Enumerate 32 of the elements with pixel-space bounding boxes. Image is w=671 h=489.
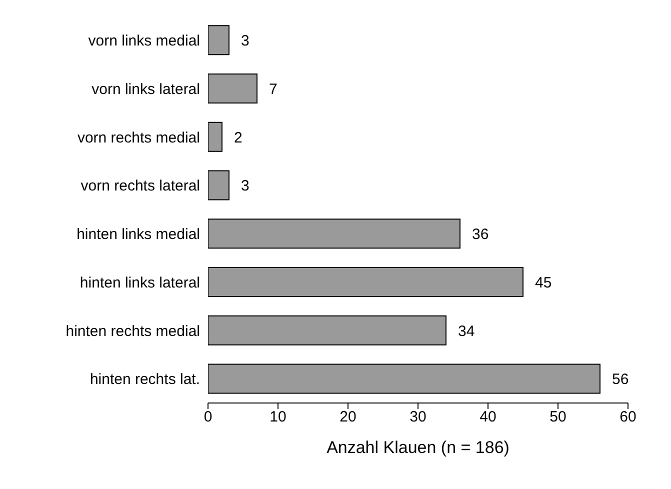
x-tick-label: 10 (270, 408, 286, 426)
x-axis-title: Anzahl Klauen (n = 186) (326, 438, 510, 457)
bar (208, 218, 460, 249)
x-tick-label: 0 (204, 408, 212, 426)
data-label: 36 (472, 226, 489, 243)
data-label: 45 (535, 274, 552, 292)
bar (208, 170, 230, 200)
data-label: 3 (241, 32, 250, 50)
bar (208, 315, 446, 346)
x-tick-label: 60 (620, 408, 636, 426)
data-label: 56 (612, 371, 629, 388)
y-tick-label: hinten rechts lat. (90, 371, 200, 388)
y-tick-label: hinten rechts medial (66, 322, 200, 340)
data-label: 7 (269, 80, 278, 98)
x-tick-label: 30 (410, 408, 426, 426)
y-tick-label: vorn rechts lateral (80, 178, 200, 195)
y-tick-label: hinten links lateral (80, 274, 200, 292)
bar (208, 267, 524, 298)
bar (208, 364, 600, 394)
data-label: 3 (241, 178, 250, 195)
y-tick-label: vorn links lateral (92, 80, 200, 98)
data-label: 2 (234, 129, 242, 146)
bar (208, 25, 230, 56)
y-tick-label: vorn rechts medial (77, 129, 200, 146)
x-tick-label: 40 (480, 408, 496, 426)
y-tick-label: hinten links medial (76, 226, 200, 244)
x-tick-label: 50 (550, 408, 566, 426)
y-tick-label: vorn links medial (88, 32, 200, 50)
data-label: 34 (458, 322, 475, 340)
x-tick-label: 20 (340, 408, 356, 426)
bar (208, 122, 222, 152)
bar (208, 74, 258, 104)
